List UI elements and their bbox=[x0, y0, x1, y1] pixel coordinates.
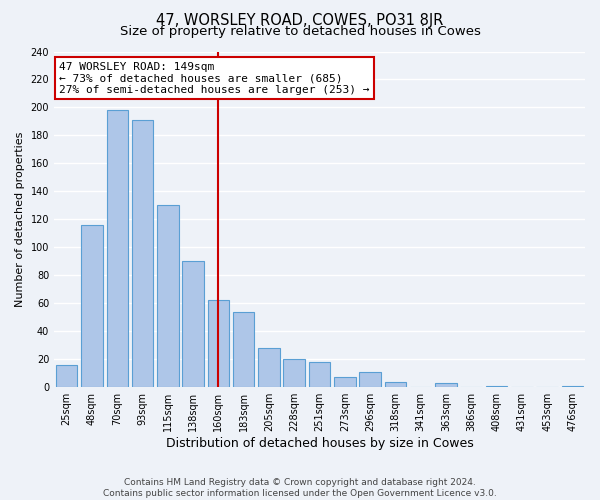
Bar bbox=[132, 120, 153, 387]
Bar bbox=[486, 386, 507, 387]
Text: 47, WORSLEY ROAD, COWES, PO31 8JR: 47, WORSLEY ROAD, COWES, PO31 8JR bbox=[157, 12, 443, 28]
Bar bbox=[233, 312, 254, 387]
Bar bbox=[562, 386, 583, 387]
Bar bbox=[107, 110, 128, 387]
Bar bbox=[435, 383, 457, 387]
Bar bbox=[359, 372, 381, 387]
Bar bbox=[182, 262, 204, 387]
Text: Contains HM Land Registry data © Crown copyright and database right 2024.
Contai: Contains HM Land Registry data © Crown c… bbox=[103, 478, 497, 498]
Bar bbox=[283, 359, 305, 387]
X-axis label: Distribution of detached houses by size in Cowes: Distribution of detached houses by size … bbox=[166, 437, 473, 450]
Text: Size of property relative to detached houses in Cowes: Size of property relative to detached ho… bbox=[119, 25, 481, 38]
Bar bbox=[56, 365, 77, 387]
Bar bbox=[309, 362, 330, 387]
Bar bbox=[258, 348, 280, 387]
Bar bbox=[334, 378, 356, 387]
Bar bbox=[81, 225, 103, 387]
Bar bbox=[157, 206, 179, 387]
Bar bbox=[208, 300, 229, 387]
Y-axis label: Number of detached properties: Number of detached properties bbox=[15, 132, 25, 307]
Text: 47 WORSLEY ROAD: 149sqm
← 73% of detached houses are smaller (685)
27% of semi-d: 47 WORSLEY ROAD: 149sqm ← 73% of detache… bbox=[59, 62, 370, 95]
Bar bbox=[385, 382, 406, 387]
